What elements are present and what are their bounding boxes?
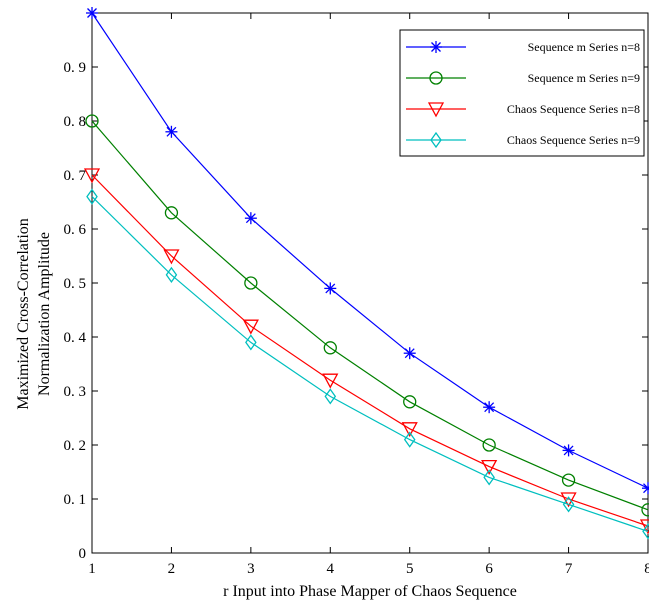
x-tick-label: 6	[485, 561, 493, 577]
data-point-circle	[323, 341, 337, 355]
data-point-diamond	[483, 469, 495, 486]
data-point-asterisk	[86, 7, 98, 19]
data-point-triangle	[481, 459, 498, 475]
y-tick-label: 0. 7	[64, 168, 87, 184]
data-point-diamond	[562, 496, 575, 513]
data-point-triangle	[401, 422, 418, 438]
data-point-asterisk	[483, 401, 496, 414]
legend: Sequence m Series n=8 Sequence m Series n…	[399, 29, 645, 157]
x-tick-label: 3	[247, 561, 255, 577]
legend-label: Chaos Sequence Series n=9	[507, 133, 640, 147]
legend-entry: Sequence m Series n=9	[406, 71, 640, 85]
data-point-circle	[482, 438, 496, 452]
x-tick-label: 8	[644, 561, 649, 577]
data-point-circle	[164, 206, 179, 220]
data-point-triangle	[242, 319, 259, 335]
series-line	[91, 174, 649, 527]
series-layer	[83, 7, 649, 540]
data-point-asterisk	[430, 41, 442, 53]
data-point-asterisk	[403, 347, 416, 360]
x-axis-label: r Input into Phase Mapper of Chaos Seque…	[223, 583, 517, 600]
legend-entry: Sequence m Series n=8	[406, 40, 640, 54]
series-3	[83, 168, 649, 535]
data-point-diamond	[245, 334, 257, 351]
data-point-asterisk	[244, 212, 257, 225]
y-tick-label: 0. 6	[64, 222, 87, 238]
y-axis-label-line-1: Maximized Cross-Correlation	[15, 218, 32, 410]
y-tick-label: 0. 4	[64, 330, 87, 346]
series-2	[85, 114, 649, 517]
y-axis-label-line-2: Normalization Amplitude	[36, 232, 53, 396]
data-point-diamond	[430, 131, 442, 149]
series-1	[86, 7, 649, 495]
y-tick-label: 0. 1	[64, 492, 87, 508]
series-line	[91, 120, 649, 511]
data-point-diamond	[642, 523, 649, 540]
series-4	[86, 188, 649, 540]
y-tick-label: 0. 9	[64, 60, 87, 76]
data-point-asterisk	[324, 282, 337, 295]
y-tick-label: 0. 2	[64, 438, 87, 454]
data-point-triangle	[163, 249, 180, 265]
series-line	[91, 12, 649, 489]
y-tick-label: 0. 8	[64, 114, 87, 130]
x-tick-label: 2	[168, 561, 176, 577]
data-point-circle	[85, 114, 99, 128]
x-tick-label: 4	[327, 561, 335, 577]
x-tick-label: 1	[88, 561, 96, 577]
data-point-triangle	[427, 102, 445, 118]
legend-entry: Chaos Sequence Series n=9	[406, 131, 640, 149]
x-tick-label: 7	[565, 561, 573, 577]
y-tick-label: 0. 3	[64, 384, 87, 400]
y-tick-label: 0. 5	[64, 276, 87, 292]
data-point-diamond	[86, 188, 98, 205]
data-point-triangle	[639, 519, 649, 535]
data-point-asterisk	[562, 444, 575, 457]
data-point-circle	[561, 473, 576, 487]
y-tick-label: 0	[79, 546, 87, 562]
legend-entry: Chaos Sequence Series n=8	[406, 102, 640, 118]
data-point-asterisk	[642, 482, 649, 495]
x-tick-label: 5	[406, 561, 414, 577]
data-point-circle	[403, 395, 417, 409]
data-point-diamond	[165, 266, 178, 284]
data-point-circle	[429, 71, 443, 85]
legend-label: Sequence m Series n=8	[528, 40, 640, 54]
legend-label: Chaos Sequence Series n=8	[507, 102, 640, 116]
data-point-circle	[244, 276, 258, 290]
data-point-diamond	[403, 431, 416, 448]
data-point-triangle	[560, 492, 577, 508]
legend-label: Sequence m Series n=9	[528, 71, 640, 85]
data-point-asterisk	[165, 125, 178, 138]
data-point-triangle	[83, 168, 101, 184]
series-line	[91, 196, 649, 532]
axes: 1 2 3 4 5 6 7 8 0 0. 1 0. 2 0. 3 0. 4 0. 5 0. 6 0. 7 0. …	[64, 12, 649, 577]
data-point-diamond	[324, 388, 337, 405]
data-point-circle	[641, 503, 649, 517]
data-point-triangle	[322, 373, 339, 389]
